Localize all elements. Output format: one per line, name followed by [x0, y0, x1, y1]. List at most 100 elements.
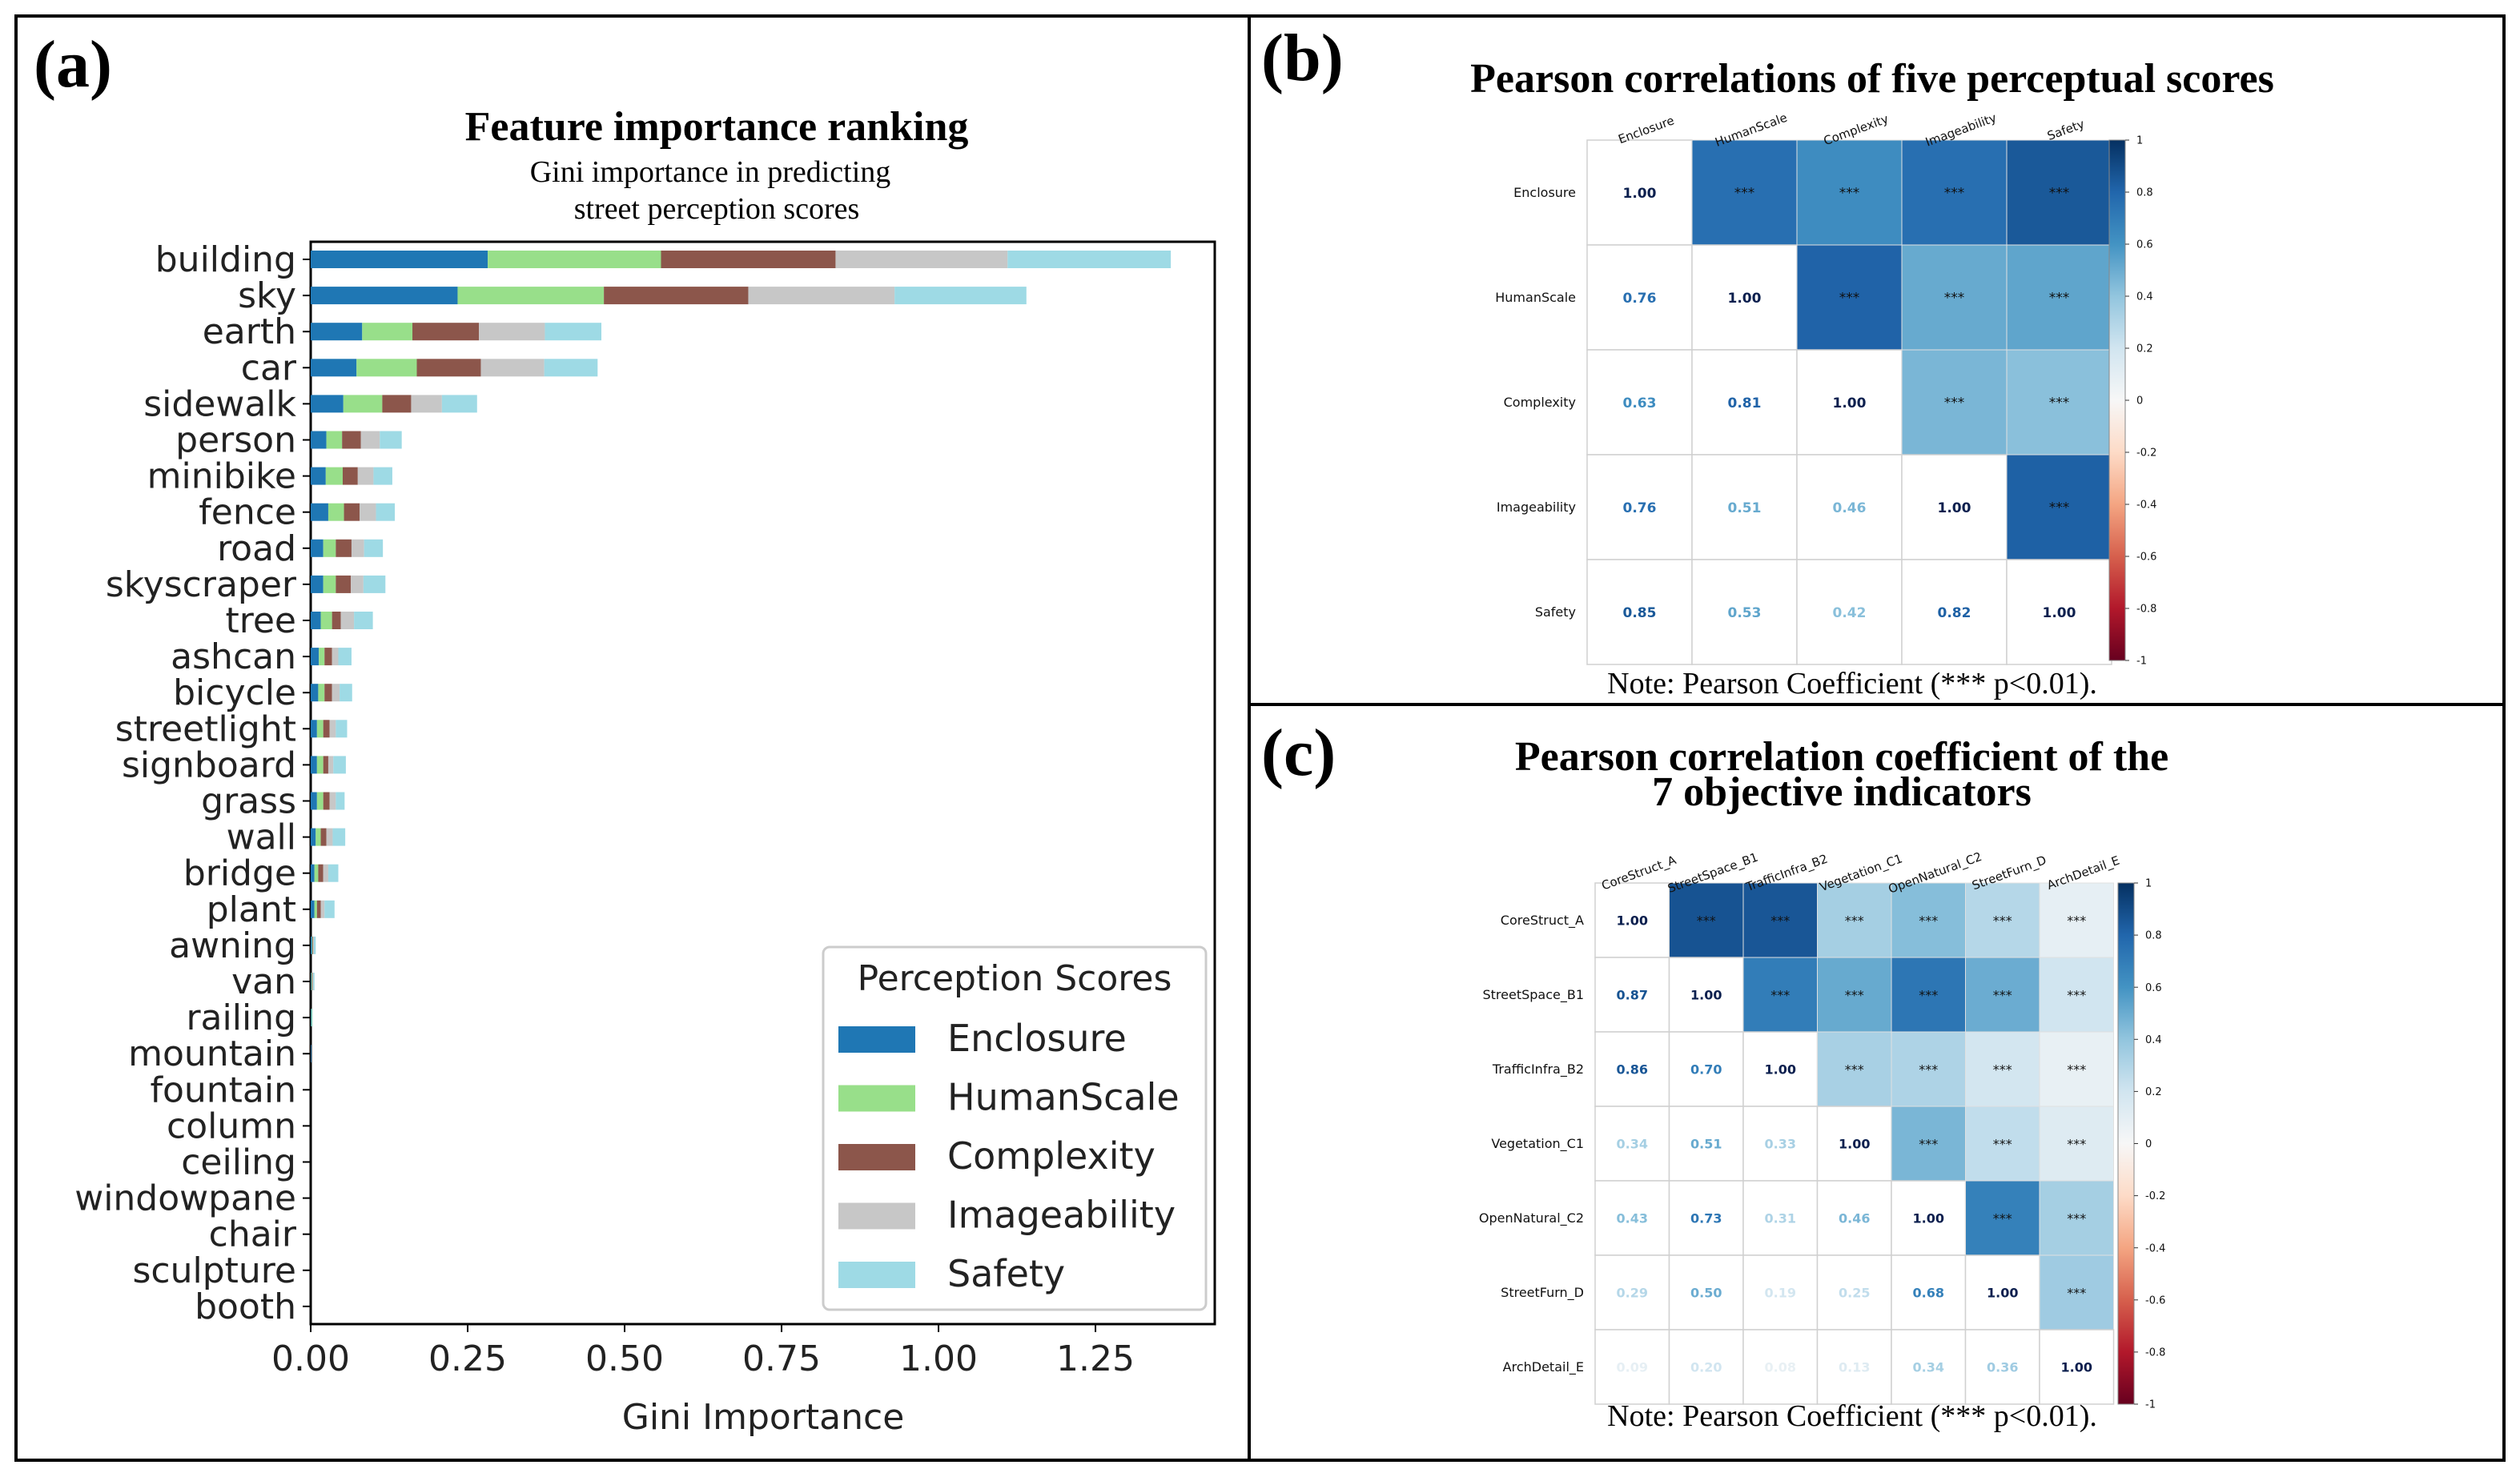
chart-c-value-label: 0.50 [1690, 1286, 1722, 1301]
chart-a-title: Feature importance ranking [465, 104, 969, 150]
bar-ashcan-humanscale [319, 648, 325, 666]
chart-c-cell-upper [2039, 957, 2114, 1033]
chart-b-note: Note: Pearson Coefficient (*** p<0.01). [1607, 667, 2097, 700]
chart-b-row-label: Imageability [1497, 500, 1576, 515]
chart-c-value-label: 0.25 [1839, 1286, 1870, 1301]
chart-b-colorbar-label: -0.8 [2136, 604, 2156, 616]
chart-c-cell-upper [1891, 1106, 1966, 1182]
bar-building-humanscale [488, 251, 661, 268]
chart-b-cell-lower [1691, 559, 1798, 665]
chart-c-sig-mark: *** [2067, 988, 2086, 1003]
chart-c-value-label: 0.51 [1690, 1137, 1722, 1152]
chart-c-cell-lower [1816, 1254, 1892, 1331]
chart-b-sig-mark: *** [1944, 395, 1965, 411]
chart-c-value-label: 0.70 [1690, 1062, 1722, 1078]
chart-b-colorbar-label: -0.2 [2136, 448, 2156, 460]
bar-sky-safety [894, 287, 1027, 305]
chart-b-colorbar-label: 0.4 [2136, 291, 2153, 303]
chart-b-cell-upper [1901, 139, 2008, 246]
chart-c-cell-lower [1594, 1106, 1670, 1182]
chart-b-value-label: 0.76 [1623, 500, 1657, 516]
chart-b-cell-lower [1586, 454, 1693, 560]
chart-c-value-label: 0.29 [1617, 1286, 1648, 1301]
y-tick-label-sculpture: sculpture [133, 1250, 297, 1291]
x-tick-label: 0.00 [271, 1339, 350, 1379]
chart-b-row-label: Enclosure [1513, 185, 1576, 200]
x-tick-label: 0.50 [585, 1339, 664, 1379]
bar-fence-enclosure [311, 503, 328, 521]
chart-c-sig-mark: *** [2067, 1137, 2086, 1152]
chart-c-value-label: 0.73 [1690, 1211, 1722, 1226]
legend-label-imageability: Imageability [947, 1194, 1176, 1237]
bar-awning-humanscale [311, 936, 313, 954]
chart-b-sig-mark: *** [1944, 291, 1965, 307]
chart-c-colorbar-label: 0.4 [2145, 1034, 2162, 1046]
bar-car-humanscale [356, 359, 417, 377]
chart-c-cell-lower [1594, 1254, 1670, 1331]
bar-tree-complexity [332, 612, 341, 629]
chart-b-value-label: 0.42 [1833, 605, 1867, 621]
bar-grass-complexity [323, 792, 330, 810]
chart-c-cell-lower [1964, 1329, 2040, 1405]
y-tick-label-bridge: bridge [183, 853, 296, 894]
bar-sky-enclosure [311, 287, 458, 305]
y-tick-label-sky: sky [238, 275, 296, 316]
chart-b-colorbar-label: -1 [2136, 656, 2147, 668]
y-tick-label-car: car [241, 347, 297, 388]
bar-tree-imageability [340, 612, 355, 629]
bar-skyscraper-imageability [351, 575, 364, 593]
bar-car-safety [544, 359, 598, 377]
bar-skyscraper-humanscale [323, 575, 336, 593]
chart-b-cell-lower [1796, 559, 1903, 665]
bar-ashcan-safety [338, 648, 352, 666]
chart-c-value-label: 0.13 [1839, 1360, 1870, 1375]
chart-c-sig-mark: *** [2067, 1211, 2086, 1226]
bar-skyscraper-enclosure [311, 575, 324, 593]
chart-c-cell-upper [1817, 1031, 1892, 1107]
chart-b-cell-upper [1691, 139, 1798, 246]
chart-c-cell-upper [2039, 882, 2114, 958]
bar-road-safety [364, 539, 384, 557]
chart-b-colorbar [2108, 139, 2126, 661]
chart-b-sig-mark: *** [2049, 186, 2070, 202]
bar-sky-humanscale [457, 287, 605, 305]
bar-earth-humanscale [362, 323, 413, 341]
y-tick-label-building: building [155, 239, 296, 280]
y-tick-label-van: van [231, 961, 296, 1002]
y-tick-label-mountain: mountain [128, 1033, 296, 1074]
chart-c-cell-upper [1965, 1106, 2040, 1182]
y-tick-label-sidewalk: sidewalk [143, 383, 296, 424]
chart-b-cell-lower [1691, 454, 1798, 560]
chart-b-sig-mark: *** [1734, 186, 1755, 202]
chart-c-colorbar-label: -1 [2145, 1399, 2156, 1411]
legend-swatch-imageability [838, 1202, 915, 1230]
chart-c-row-label: OpenNatural_C2 [1479, 1210, 1584, 1226]
x-tick-label: 0.75 [742, 1339, 821, 1379]
bar-car-imageability [480, 359, 545, 377]
legend-label-safety: Safety [947, 1252, 1065, 1295]
chart-c-row-label: TrafficInfra_B2 [1492, 1062, 1584, 1078]
chart-b-cell-lower [1586, 559, 1693, 665]
bar-van-imageability [312, 973, 314, 990]
chart-c-cell-lower [1964, 1254, 2040, 1331]
bar-fence-complexity [344, 503, 360, 521]
bar-wall-complexity [320, 828, 327, 846]
chart-b-cell-lower [1586, 139, 1693, 246]
chart-c-cell-lower [1668, 1254, 1744, 1331]
chart-b-cell-lower [1586, 349, 1693, 456]
bar-van-complexity [311, 973, 313, 990]
bar-road-humanscale [323, 539, 336, 557]
chart-c-colorbar-label: -0.4 [2145, 1242, 2165, 1254]
chart-c-sig-mark: *** [1697, 913, 1716, 929]
chart-c-colorbar-label: 0.2 [2145, 1086, 2162, 1098]
chart-b-cell-upper [2006, 454, 2112, 560]
chart-c-cell-lower [1891, 1254, 1967, 1331]
chart-b-sig-mark: *** [1839, 186, 1860, 202]
chart-b-colorbar-label: 0.2 [2136, 343, 2153, 355]
chart-c-value-label: 1.00 [1617, 913, 1648, 929]
panel-c-frame [1248, 703, 2506, 1462]
chart-b-value-label: 1.00 [1623, 186, 1657, 202]
chart-b-cell-lower [1901, 454, 2008, 560]
bar-skyscraper-safety [363, 575, 386, 593]
y-tick-label-fountain: fountain [150, 1070, 296, 1110]
